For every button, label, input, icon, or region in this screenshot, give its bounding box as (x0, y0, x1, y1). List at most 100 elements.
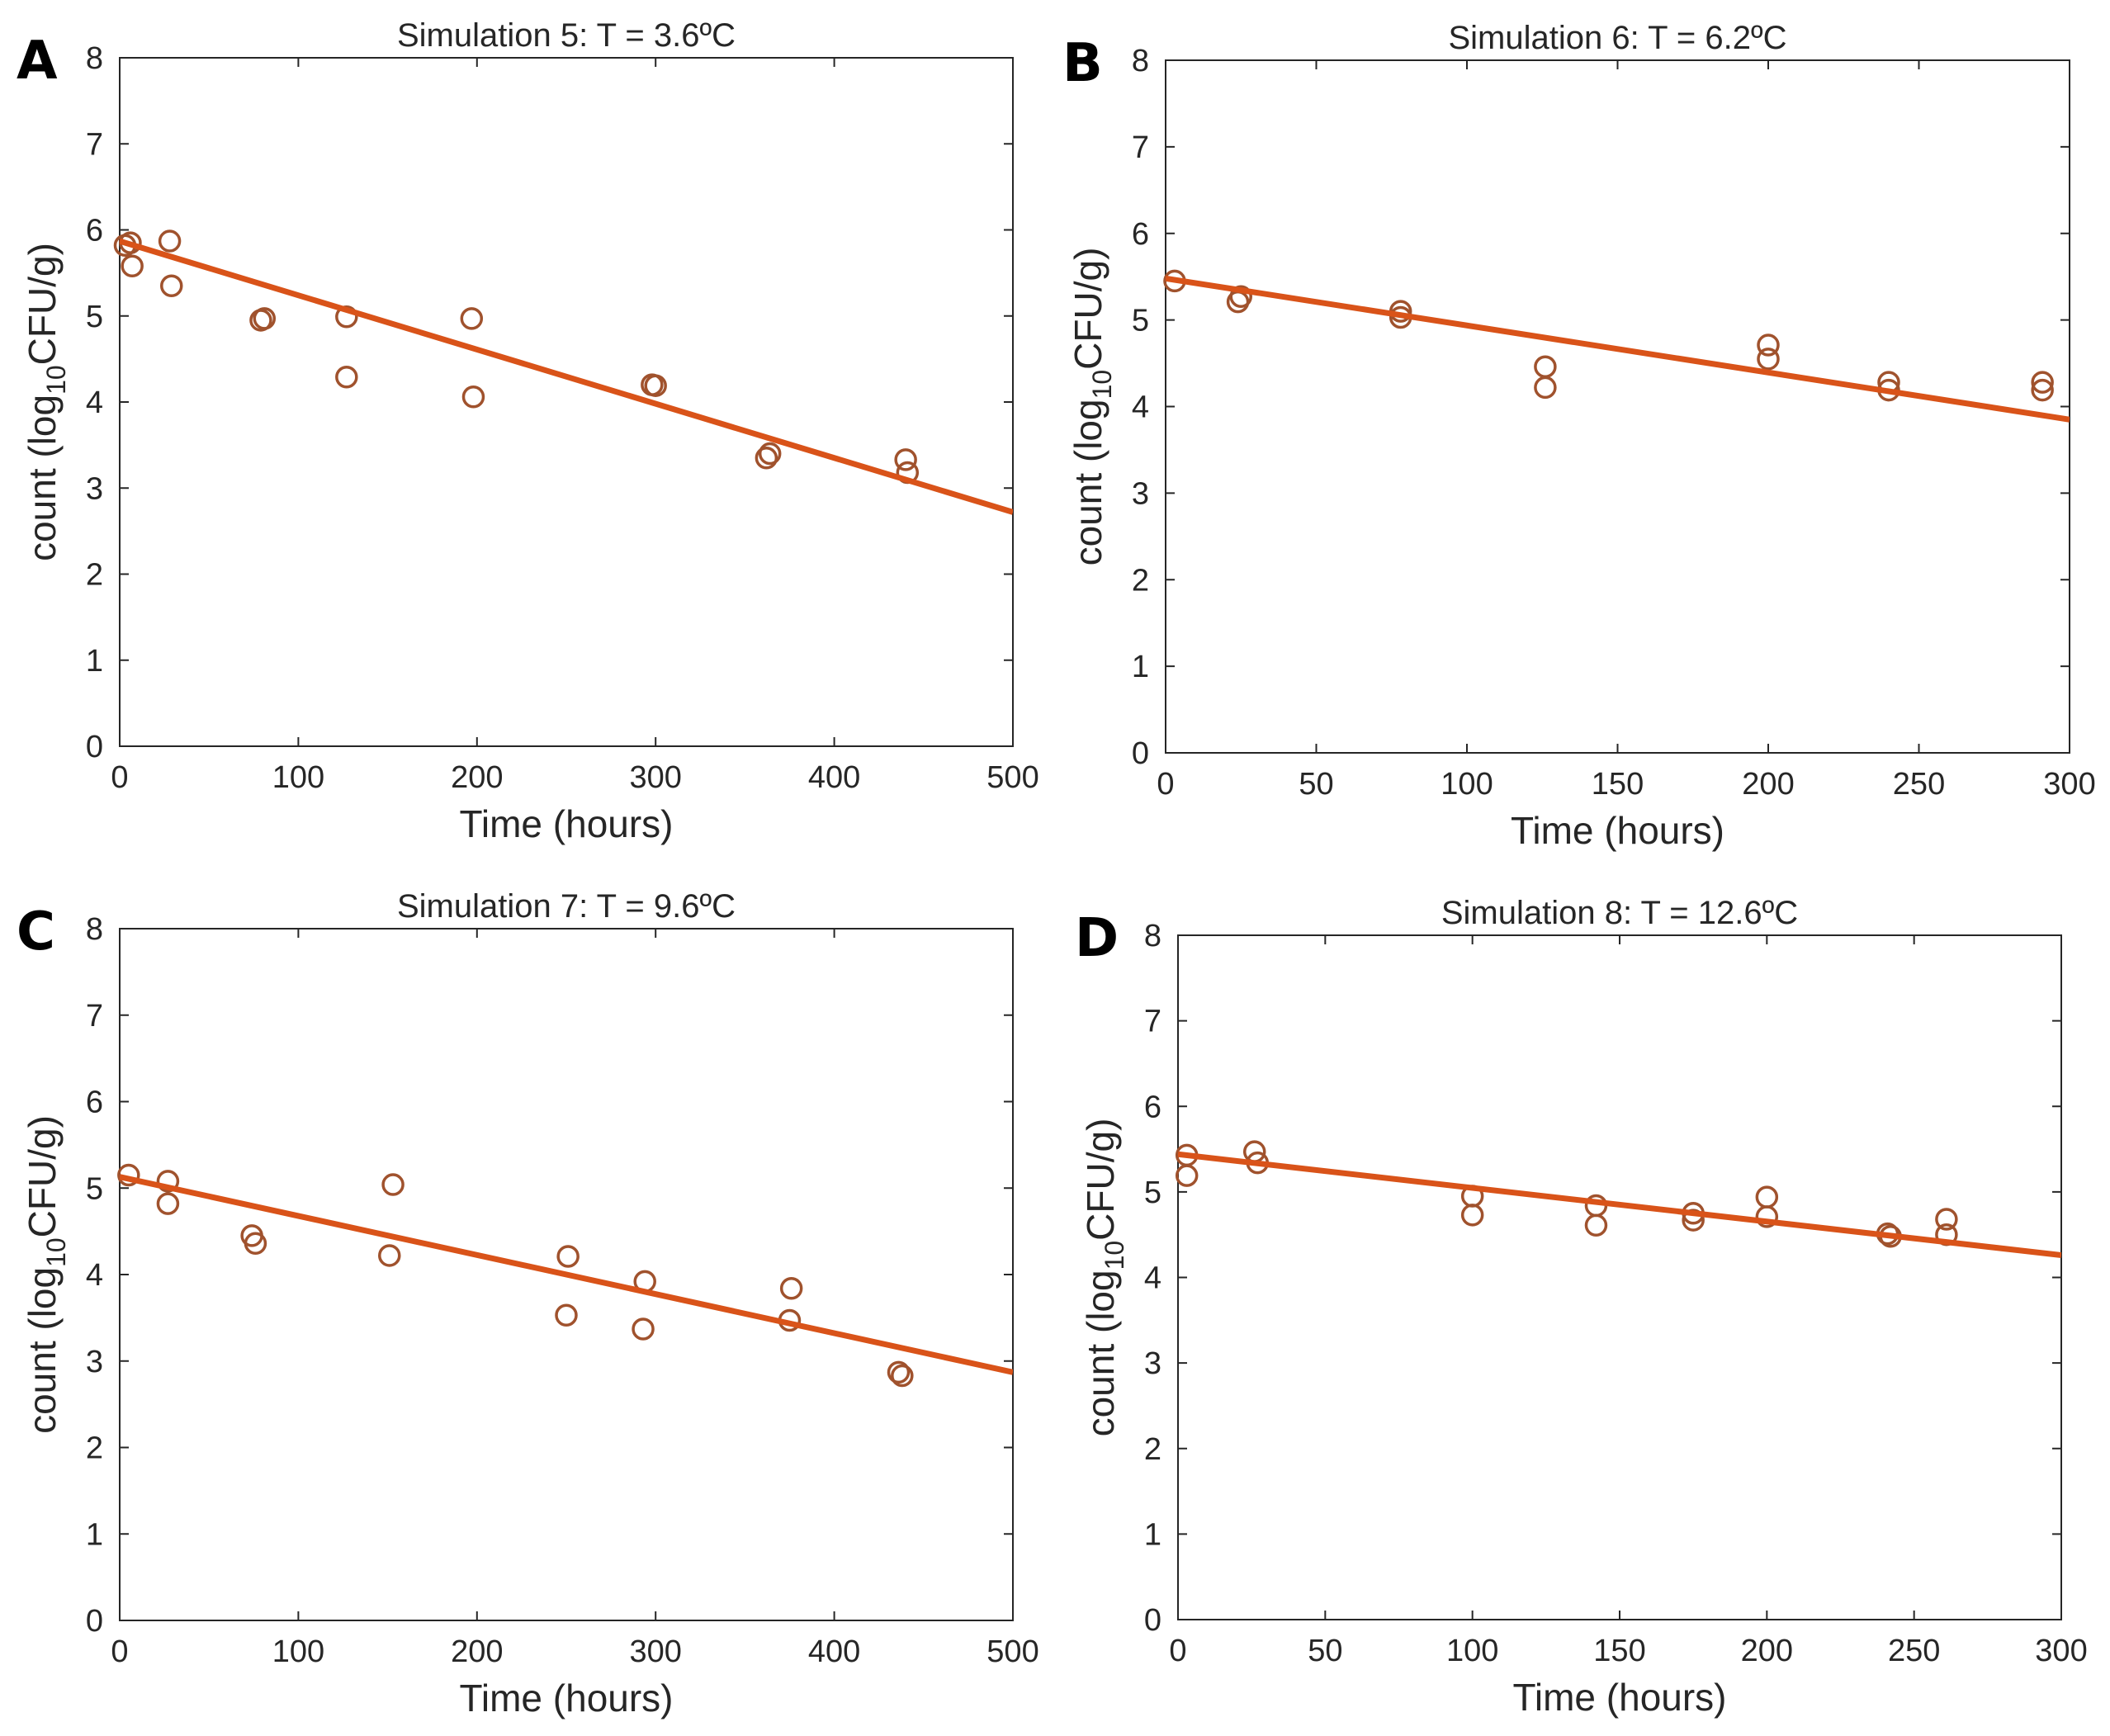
panel-label: A (17, 31, 58, 92)
x-tick-label: 200 (451, 1634, 503, 1669)
y-axis-label-sub: 10 (41, 1237, 71, 1267)
plot-area-frame (1177, 934, 2062, 1620)
y-tick-label: 1 (1144, 1517, 1161, 1552)
x-tick-label: 100 (1441, 767, 1493, 802)
data-point (1755, 1205, 1779, 1228)
x-tick-label: 100 (1446, 1634, 1498, 1668)
data-point (1757, 348, 1780, 371)
y-tick-label: 6 (1144, 1090, 1161, 1124)
y-axis-label: count (log10CFU/g) (21, 243, 71, 561)
x-tick-label: 300 (629, 1634, 681, 1669)
data-point (335, 305, 358, 329)
y-tick-label: 6 (86, 1086, 103, 1120)
y-tick-label: 2 (86, 1431, 103, 1466)
data-point (887, 1360, 911, 1384)
fit-line (1166, 275, 2070, 423)
y-tick-label: 0 (1144, 1603, 1161, 1638)
x-axis-label: Time (hours) (460, 1677, 674, 1719)
y-axis-label: count (log10CFU/g) (21, 1115, 71, 1434)
data-point (2031, 371, 2054, 394)
y-axis-label-sub: 10 (1100, 1241, 1129, 1270)
data-point (2031, 378, 2054, 402)
y-tick-label: 0 (1132, 736, 1149, 771)
y-tick-label: 4 (1132, 390, 1149, 425)
chart-title: Simulation 8: T = 12.6ºC (1441, 895, 1798, 931)
x-tick-label: 200 (1742, 767, 1794, 802)
x-tick-label: 50 (1299, 767, 1333, 802)
plot-area-frame (1165, 59, 2070, 754)
x-tick-label: 400 (808, 1634, 860, 1669)
fit-line (120, 238, 1013, 515)
data-point (1584, 1213, 1608, 1237)
y-tick-label: 5 (86, 1171, 103, 1206)
y-axis-label-post: CFU/g) (1067, 248, 1109, 370)
x-tick-label: 250 (1888, 1634, 1940, 1668)
y-axis-label-sub: 10 (41, 365, 71, 395)
y-tick-label: 4 (86, 1258, 103, 1293)
y-tick-label: 8 (86, 912, 103, 947)
y-tick-label: 6 (1132, 217, 1149, 252)
data-point (378, 1244, 401, 1267)
y-tick-label: 5 (1144, 1175, 1161, 1210)
y-tick-label: 8 (1144, 919, 1161, 953)
y-tick-label: 1 (86, 644, 103, 679)
x-axis-label: Time (hours) (1511, 809, 1724, 852)
y-tick-label: 3 (86, 471, 103, 506)
data-point (758, 442, 782, 466)
y-axis-label-post: CFU/g) (21, 243, 64, 365)
x-tick-label: 250 (1893, 767, 1945, 802)
panel-label: C (17, 901, 55, 963)
y-tick-label: 4 (1144, 1261, 1161, 1296)
fit-line (120, 1174, 1013, 1375)
x-tick-label: 500 (986, 760, 1038, 795)
y-axis-label: count (log10CFU/g) (1067, 248, 1117, 566)
panel-label: B (1062, 33, 1103, 94)
data-point (1175, 1164, 1199, 1187)
y-tick-label: 6 (86, 214, 103, 248)
x-tick-label: 0 (1157, 767, 1174, 802)
data-point (461, 385, 485, 409)
y-axis-label-sub: 10 (1087, 370, 1117, 400)
fit-line (1178, 1151, 2061, 1259)
y-tick-label: 7 (1144, 1005, 1161, 1039)
x-tick-label: 50 (1308, 1634, 1342, 1668)
y-tick-label: 8 (1132, 44, 1149, 78)
data-point (891, 1364, 914, 1388)
data-point (1460, 1204, 1484, 1227)
x-tick-label: 500 (986, 1634, 1038, 1669)
y-tick-label: 2 (1144, 1432, 1161, 1467)
chart-panel-a: 0 100 200 300 400 500 0 1 2 3 4 5 6 7 8 Simulation 5: T… (17, 17, 1039, 845)
data-point (894, 448, 917, 471)
y-tick-label: 5 (86, 300, 103, 334)
x-tick-label: 0 (111, 1634, 128, 1669)
chart-panel-c: 0 100 200 300 400 500 0 1 2 3 4 5 6 7 8 Simulation 7: T… (17, 888, 1039, 1719)
data-point (755, 447, 778, 470)
x-tick-label: 0 (111, 760, 128, 795)
data-point (121, 254, 144, 278)
data-point (117, 1163, 140, 1187)
y-tick-label: 8 (86, 41, 103, 76)
y-tick-label: 2 (86, 558, 103, 593)
data-point (156, 1170, 180, 1193)
y-tick-label: 5 (1132, 304, 1149, 338)
x-tick-label: 100 (272, 1634, 324, 1669)
x-tick-label: 400 (808, 760, 860, 795)
data-point (1534, 376, 1557, 400)
data-point (1682, 1209, 1705, 1232)
y-axis-label: count (log10CFU/g) (1079, 1119, 1129, 1437)
y-tick-label: 7 (86, 999, 103, 1034)
data-point (644, 374, 667, 397)
data-point (632, 1317, 655, 1341)
data-point (556, 1245, 580, 1268)
data-point (156, 1192, 180, 1215)
x-axis-label: Time (hours) (460, 802, 674, 845)
x-tick-label: 200 (1741, 1634, 1793, 1668)
y-axis-label-post: CFU/g) (1079, 1119, 1122, 1241)
data-point (1229, 285, 1252, 309)
data-point (160, 274, 183, 298)
data-point (460, 307, 484, 330)
plot-area-frame (119, 57, 1014, 747)
y-tick-label: 1 (86, 1517, 103, 1552)
x-tick-label: 300 (2035, 1634, 2087, 1668)
